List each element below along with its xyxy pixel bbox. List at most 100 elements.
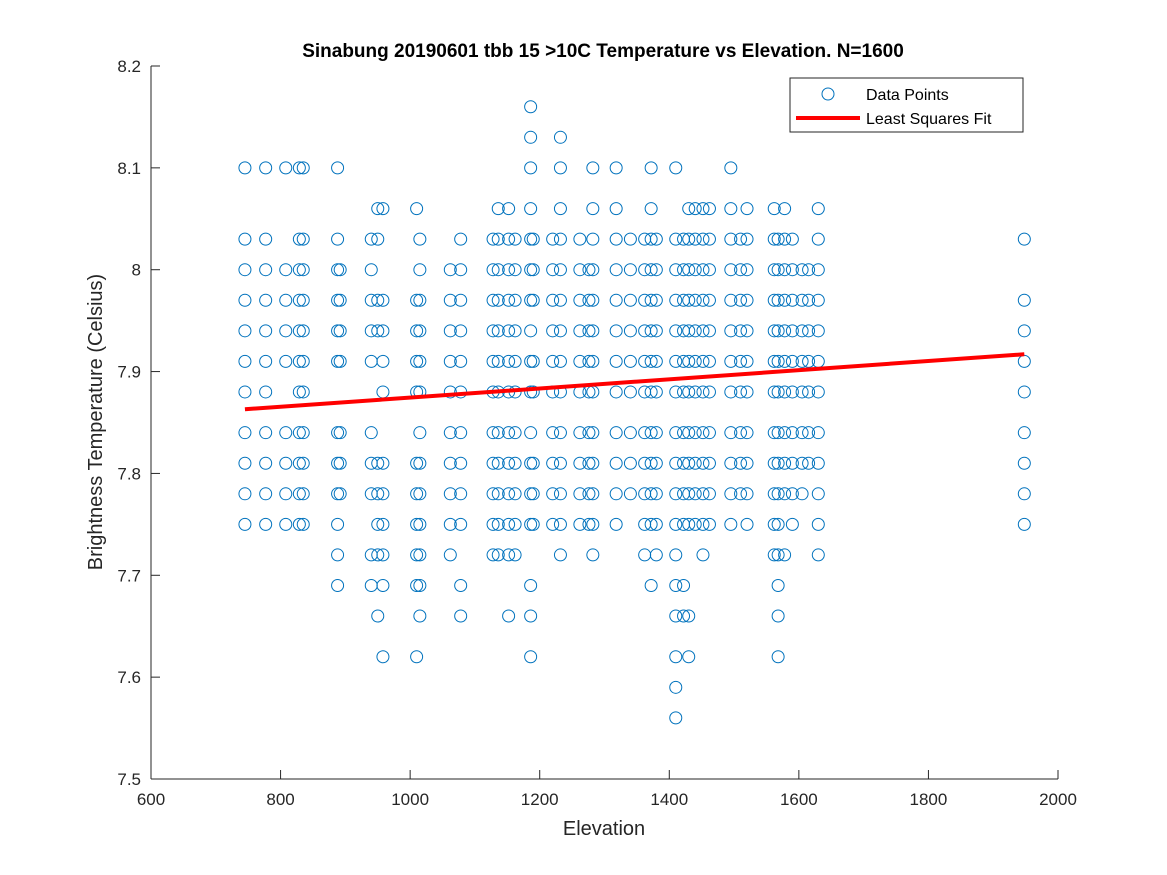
data-point — [553, 456, 567, 470]
data-point — [778, 487, 792, 501]
data-point — [410, 548, 424, 562]
data-point — [771, 263, 785, 277]
data-point — [802, 385, 816, 399]
data-point — [586, 232, 600, 246]
data-point — [644, 487, 658, 501]
data-point — [649, 548, 663, 562]
data-point — [413, 293, 427, 307]
data-point — [734, 456, 748, 470]
data-point — [371, 456, 385, 470]
data-point — [279, 487, 293, 501]
data-point — [696, 548, 710, 562]
data-point — [376, 293, 390, 307]
data-point — [623, 385, 637, 399]
data-point — [724, 161, 738, 175]
data-point — [364, 354, 378, 368]
data-point — [524, 609, 538, 623]
data-point — [582, 354, 596, 368]
data-point — [778, 456, 792, 470]
data-point — [771, 232, 785, 246]
data-point — [677, 324, 691, 338]
data-point — [508, 293, 522, 307]
data-point — [586, 548, 600, 562]
data-point — [586, 487, 600, 501]
data-point — [410, 293, 424, 307]
data-point — [740, 263, 754, 277]
data-point — [524, 100, 538, 114]
data-point — [644, 161, 658, 175]
data-point — [573, 487, 587, 501]
data-point — [669, 517, 683, 531]
data-point — [238, 324, 252, 338]
data-point — [644, 263, 658, 277]
data-point — [740, 517, 754, 531]
data-point — [677, 263, 691, 277]
data-point — [331, 354, 345, 368]
data-point — [331, 517, 345, 531]
data-point — [795, 426, 809, 440]
data-point — [802, 426, 816, 440]
data-point — [259, 263, 273, 277]
data-point — [508, 426, 522, 440]
data-point — [546, 426, 560, 440]
data-point — [259, 161, 273, 175]
data-point — [795, 456, 809, 470]
data-point — [811, 202, 825, 216]
data-point — [443, 354, 457, 368]
data-point — [410, 487, 424, 501]
data-point — [491, 426, 505, 440]
y-tick-label: 8.1 — [117, 159, 141, 178]
data-point — [740, 354, 754, 368]
data-point — [553, 263, 567, 277]
data-point — [454, 263, 468, 277]
data-point — [410, 324, 424, 338]
data-point — [688, 456, 702, 470]
x-tick-label: 1200 — [521, 790, 559, 809]
data-point — [771, 293, 785, 307]
data-point — [526, 354, 540, 368]
data-point — [1017, 232, 1031, 246]
data-point — [811, 487, 825, 501]
data-point — [296, 293, 310, 307]
data-point — [677, 487, 691, 501]
data-point — [486, 548, 500, 562]
data-point — [546, 324, 560, 338]
data-point — [491, 202, 505, 216]
data-point — [546, 354, 560, 368]
data-point — [740, 293, 754, 307]
data-point — [623, 456, 637, 470]
data-point — [259, 232, 273, 246]
data-point — [410, 456, 424, 470]
data-point — [296, 263, 310, 277]
data-point — [644, 232, 658, 246]
data-point — [767, 517, 781, 531]
data-point — [454, 293, 468, 307]
data-point — [724, 354, 738, 368]
data-point — [296, 385, 310, 399]
data-point — [582, 263, 596, 277]
data-point — [238, 385, 252, 399]
data-point — [413, 517, 427, 531]
data-point — [586, 263, 600, 277]
data-point — [682, 456, 696, 470]
data-point — [609, 487, 623, 501]
data-point — [413, 426, 427, 440]
data-point — [811, 324, 825, 338]
data-point — [486, 324, 500, 338]
data-point — [553, 161, 567, 175]
data-point — [785, 456, 799, 470]
x-tick-label: 1000 — [391, 790, 429, 809]
data-point — [546, 263, 560, 277]
data-point — [688, 263, 702, 277]
data-point — [702, 487, 716, 501]
data-point — [644, 426, 658, 440]
data-point — [526, 293, 540, 307]
data-point — [586, 202, 600, 216]
data-point — [702, 456, 716, 470]
data-point — [292, 324, 306, 338]
data-point — [688, 426, 702, 440]
data-point — [238, 487, 252, 501]
data-point — [333, 263, 347, 277]
data-point — [644, 202, 658, 216]
